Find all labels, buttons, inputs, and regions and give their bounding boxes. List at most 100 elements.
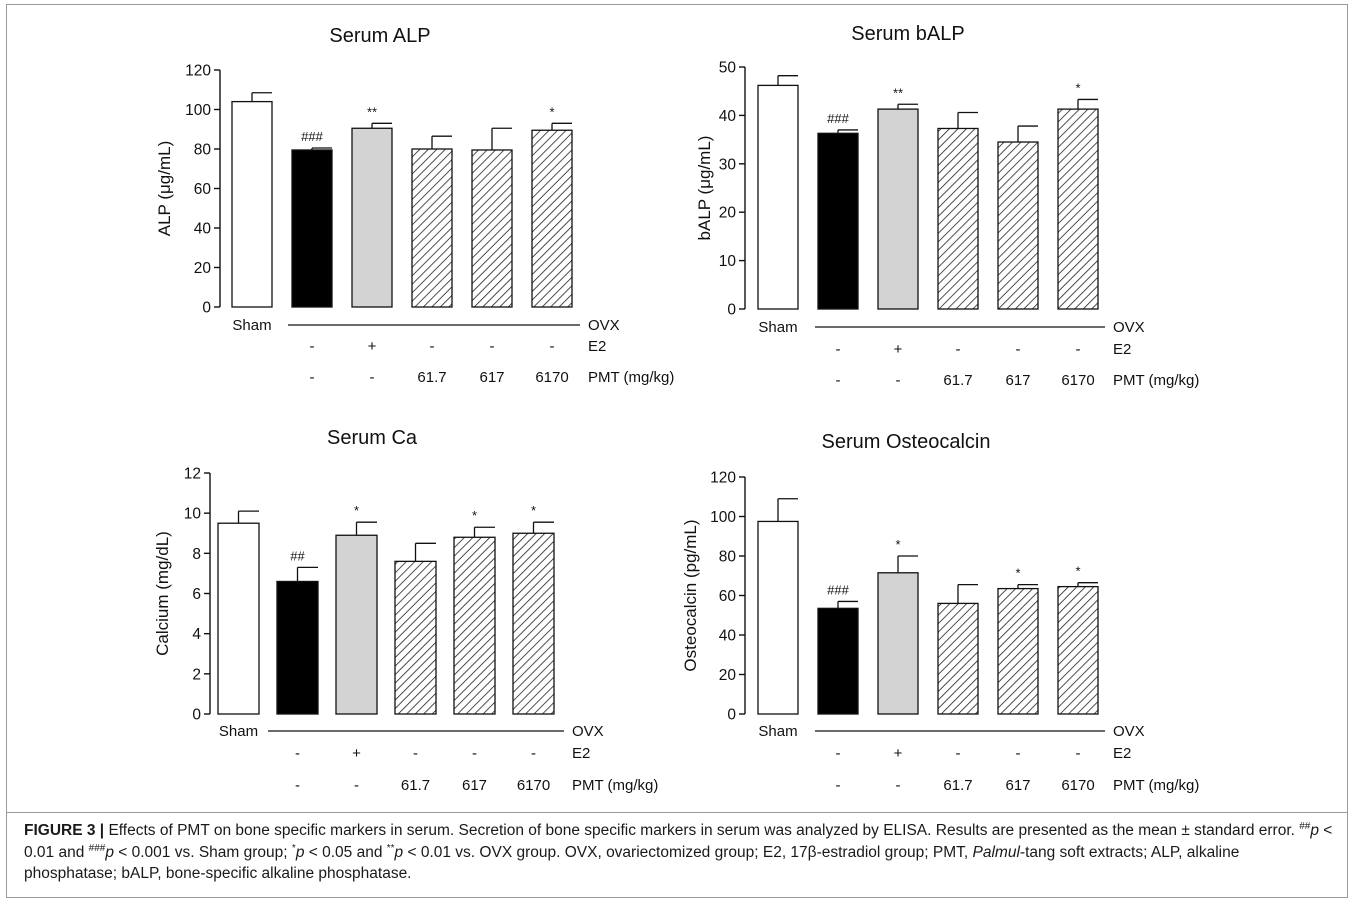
y-tick-label: 6 xyxy=(192,586,201,603)
y-tick-label: 20 xyxy=(719,205,737,222)
bar-4 xyxy=(937,602,979,715)
sham-label: Sham xyxy=(232,317,271,334)
bar-6 xyxy=(1057,108,1099,310)
pmt-dose-value: - xyxy=(354,777,359,794)
y-tick-label: 100 xyxy=(185,102,211,119)
e2-value: - xyxy=(490,338,495,355)
e2-row-label: E2 xyxy=(1113,745,1131,762)
bar-4 xyxy=(937,127,979,310)
y-tick-label: 50 xyxy=(719,60,737,77)
pmt-dose-value: 61.7 xyxy=(943,777,972,794)
sham-label: Sham xyxy=(758,723,797,740)
significance-mark: * xyxy=(354,503,359,518)
chart-title: Serum bALP xyxy=(851,23,964,45)
y-axis-label: ALP (μg/mL) xyxy=(155,141,174,236)
pmt-dose-value: 61.7 xyxy=(417,369,446,386)
sham-label: Sham xyxy=(758,319,797,336)
pmt-dose-value: 6170 xyxy=(517,777,550,794)
significance-mark: * xyxy=(1075,564,1080,579)
e2-row-label: E2 xyxy=(1113,341,1131,358)
significance-mark: ## xyxy=(290,548,305,563)
pmt-dose-value: 6170 xyxy=(535,369,568,386)
y-tick-label: 40 xyxy=(719,108,737,125)
ovx-label: OVX xyxy=(1113,723,1145,740)
caption-p-4: p xyxy=(394,843,404,861)
chart-panel-4: Serum Osteocalcin Osteocalcin (pg/mL) 0 20 4… xyxy=(681,431,1199,794)
pmt-dose-value: - xyxy=(310,369,315,386)
e2-value: + xyxy=(894,745,903,762)
e2-value: - xyxy=(1016,341,1021,358)
bar-3 xyxy=(351,127,393,308)
y-axis-label: Osteocalcin (pg/mL) xyxy=(681,519,700,671)
y-tick-label: 8 xyxy=(192,546,201,563)
y-tick-label: 120 xyxy=(710,470,736,487)
bar-6 xyxy=(531,129,573,308)
y-tick-label: 20 xyxy=(194,260,212,277)
figure-caption: FIGURE 3 | Effects of PMT on bone specif… xyxy=(24,820,1334,885)
caption-sup-1: ## xyxy=(1299,820,1311,832)
y-tick-label: 60 xyxy=(194,181,212,198)
significance-mark: * xyxy=(895,537,900,552)
bar-5 xyxy=(453,536,496,715)
bar-1 xyxy=(231,100,273,308)
e2-value: - xyxy=(550,338,555,355)
pmt-dose-value: 61.7 xyxy=(401,777,430,794)
y-tick-label: 0 xyxy=(727,302,736,319)
e2-value: - xyxy=(1076,745,1081,762)
y-tick-label: 0 xyxy=(727,707,736,724)
chart-title: Serum Osteocalcin xyxy=(822,431,991,453)
bar-5 xyxy=(997,141,1039,310)
e2-value: - xyxy=(472,745,477,762)
e2-value: - xyxy=(310,338,315,355)
y-tick-label: 10 xyxy=(719,253,737,270)
bar-5 xyxy=(997,587,1039,715)
bar-2 xyxy=(291,149,333,308)
chart-title: Serum Ca xyxy=(327,427,418,449)
bar-2 xyxy=(817,607,859,715)
pmt-dose-value: - xyxy=(370,369,375,386)
y-tick-label: 12 xyxy=(184,466,201,483)
significance-mark: * xyxy=(531,503,536,518)
chart-title: Serum ALP xyxy=(329,25,430,47)
bar-3 xyxy=(877,572,919,715)
pmt-dose-value: 617 xyxy=(1005,372,1030,389)
y-tick-label: 30 xyxy=(719,156,737,173)
ovx-label: OVX xyxy=(572,723,604,740)
e2-value: - xyxy=(413,745,418,762)
e2-value: - xyxy=(956,745,961,762)
significance-mark: * xyxy=(549,104,554,119)
e2-row-label: E2 xyxy=(588,338,606,355)
y-tick-label: 120 xyxy=(185,63,211,80)
bar-4 xyxy=(394,560,437,715)
pmt-row-label: PMT (mg/kg) xyxy=(572,777,658,794)
e2-value: + xyxy=(894,341,903,358)
bar-1 xyxy=(757,520,799,715)
pmt-dose-value: 617 xyxy=(462,777,487,794)
y-tick-label: 40 xyxy=(719,628,737,645)
caption-palmul: Palmul xyxy=(972,843,1020,861)
caption-text-1: Effects of PMT on bone specific markers … xyxy=(104,822,1300,839)
caption-p-3: p xyxy=(295,843,305,861)
bar-6 xyxy=(512,532,555,715)
y-tick-label: 100 xyxy=(710,509,736,526)
chart-panel-3: Serum Ca Calcium (mg/dL) 0 2 4 6 8 10 12 ## * * * Sha… xyxy=(153,427,658,794)
pmt-row-label: PMT (mg/kg) xyxy=(1113,777,1199,794)
figure-frame xyxy=(6,4,1348,898)
y-tick-label: 40 xyxy=(194,221,212,238)
significance-mark: * xyxy=(472,508,477,523)
e2-value: - xyxy=(836,745,841,762)
caption-text-3: < 0.001 vs. Sham group; xyxy=(113,843,292,861)
significance-mark: * xyxy=(1015,566,1020,581)
e2-value: - xyxy=(836,341,841,358)
caption-sup-3: * xyxy=(291,842,296,854)
y-tick-label: 0 xyxy=(202,300,211,317)
pmt-dose-value: - xyxy=(896,777,901,794)
e2-value: + xyxy=(352,745,361,762)
bar-3 xyxy=(335,534,378,715)
caption-label: FIGURE 3 | xyxy=(24,822,105,839)
bar-1 xyxy=(217,522,260,715)
e2-value: - xyxy=(1016,745,1021,762)
bar-5 xyxy=(471,149,513,308)
